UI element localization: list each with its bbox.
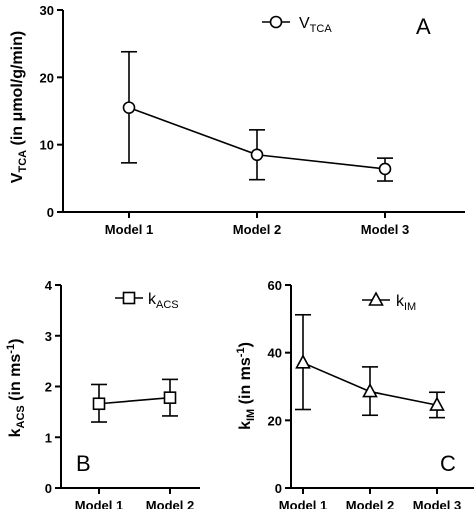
y-tick-label-a-2: 20 <box>40 70 54 85</box>
y-axis-label-b: kACS (in ms-1) <box>5 339 27 438</box>
y-tick-label-b-4: 4 <box>45 278 53 293</box>
data-point-a-2 <box>378 162 392 176</box>
panel-label-a: A <box>416 14 431 39</box>
y-tick-label-a-3: 30 <box>40 3 54 18</box>
panel-b: 0 1 2 3 4 Model 1 Model 2 B kACS kACS (in ms-1… <box>5 278 200 509</box>
y-tick-label-b-3: 3 <box>45 329 52 344</box>
legend-b: kACS <box>115 291 179 311</box>
legend-b-label: kACS <box>148 291 179 311</box>
data-point-a-0 <box>122 101 136 114</box>
chart-a-plot: 0 10 20 30 Model 1 Model 2 Model 3 <box>40 3 465 237</box>
data-point-b-1 <box>163 391 177 404</box>
y-tick-label-c-2: 40 <box>268 346 282 361</box>
x-tick-label-b-1: Model 2 <box>146 498 194 509</box>
y-tick-label-a-0: 0 <box>47 205 54 220</box>
y-axis-label-c: kIM (in ms-1) <box>235 342 257 430</box>
series-line-b <box>98 396 171 405</box>
panel-a: 0 10 20 30 Model 1 Model 2 Model 3 A VTCA VTCA… <box>9 3 465 237</box>
data-point-b-0 <box>92 397 106 411</box>
legend-a-circle-marker <box>269 15 283 29</box>
legend-c-triangle-marker <box>368 291 384 306</box>
y-tick-label-a-1: 10 <box>40 138 54 153</box>
legend-a-label: VTCA <box>299 15 332 35</box>
y-axis-label-a: VTCA (in μmol/g/min) <box>9 31 29 183</box>
y-tick-label-b-1: 1 <box>45 430 52 445</box>
legend-c-label: kIM <box>396 293 416 313</box>
data-point-c-2 <box>429 396 445 411</box>
x-tick-label-c-2: Model 3 <box>413 498 461 509</box>
chart-b-plot: 0 1 2 3 4 Model 1 Model 2 <box>45 278 200 509</box>
legend-c: kIM <box>362 291 416 313</box>
panel-label-c: C <box>440 451 456 476</box>
x-tick-label-c-1: Model 2 <box>346 498 394 509</box>
legend-b-square-marker <box>122 291 136 305</box>
y-tick-label-b-0: 0 <box>45 481 52 496</box>
y-tick-label-c-1: 20 <box>268 413 282 428</box>
data-point-a-1 <box>250 148 264 162</box>
x-tick-label-c-0: Model 1 <box>279 498 327 509</box>
legend-a: VTCA <box>262 15 332 35</box>
data-point-c-0 <box>295 354 311 369</box>
x-tick-label-a-0: Model 1 <box>105 222 153 237</box>
chart-c-plot: 0 20 40 60 Model 1 Model 2 Model 3 <box>268 278 474 509</box>
panel-c: 0 20 40 60 Model 1 Model 2 Model 3 C kIM kIM (… <box>235 278 474 509</box>
panel-label-b: B <box>76 451 91 476</box>
y-tick-label-c-0: 0 <box>275 481 282 496</box>
x-tick-label-b-0: Model 1 <box>75 498 123 509</box>
x-tick-label-a-2: Model 3 <box>361 222 409 237</box>
x-tick-label-a-1: Model 2 <box>233 222 281 237</box>
data-point-c-1 <box>362 382 378 398</box>
y-tick-label-b-2: 2 <box>45 380 52 395</box>
y-tick-label-c-3: 60 <box>268 278 282 293</box>
